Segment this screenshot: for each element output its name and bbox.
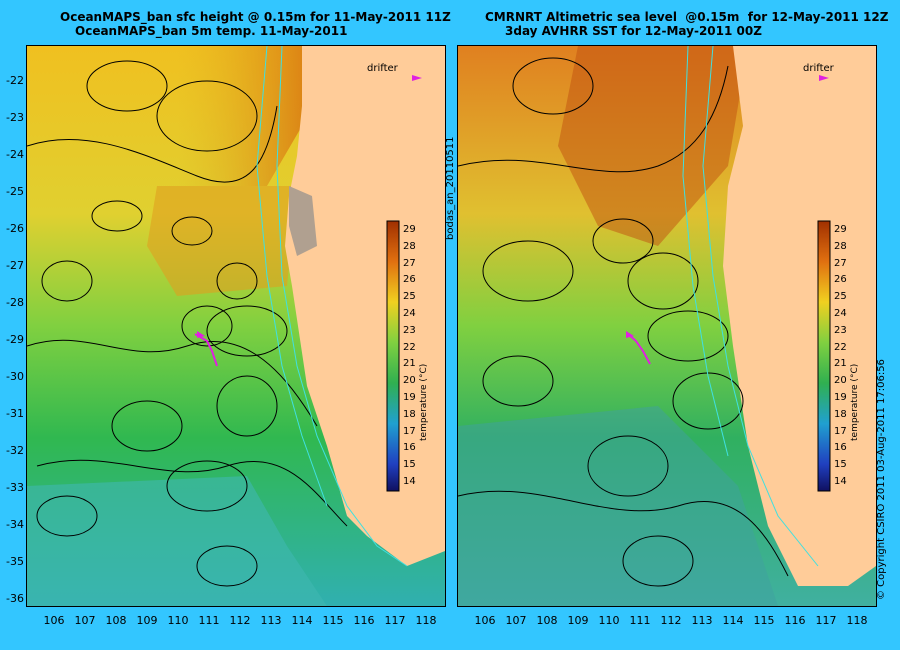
left-colorbar-ticks: 29 28 27 26 25 24 23 22 21 20 19 18 17 16 15 14 <box>403 224 416 487</box>
x-tick-label: 107 <box>74 614 96 627</box>
left-title-line2: OceanMAPS_ban 5m temp. 11-May-2011 <box>75 24 348 38</box>
y-tick-label: -25 <box>6 185 24 198</box>
x-tick-label: 117 <box>815 614 837 627</box>
y-tick-label: -29 <box>6 333 24 346</box>
x-tick-label: 106 <box>43 614 65 627</box>
x-tick-label: 117 <box>384 614 406 627</box>
x-tick-label: 109 <box>136 614 158 627</box>
x-tick-label: 111 <box>198 614 220 627</box>
x-tick-label: 114 <box>291 614 313 627</box>
right-colorbar-ticks: 29 28 27 26 25 24 23 22 21 20 19 18 17 16 15 14 <box>834 224 847 487</box>
x-tick-label: 111 <box>629 614 651 627</box>
warm-water-region <box>558 46 748 246</box>
sea-level-contours <box>27 60 348 587</box>
australia-land <box>723 46 876 586</box>
y-tick-label: -23 <box>6 111 24 124</box>
cool-water-region <box>458 406 778 606</box>
drifter-legend-icon <box>819 75 829 81</box>
y-tick-label: -32 <box>6 444 24 457</box>
x-tick-label: 114 <box>722 614 744 627</box>
middle-vertical-label: bodas_an_20110511 <box>445 136 456 240</box>
y-tick-label: -34 <box>6 518 24 531</box>
x-tick-label: 118 <box>846 614 868 627</box>
left-map-svg: drifter <box>27 46 445 606</box>
left-colorbar <box>386 220 400 492</box>
right-map-panel: drifter 29 28 27 26 25 24 23 22 21 20 19 18 1 <box>457 45 877 607</box>
shark-bay-land <box>289 186 317 256</box>
y-tick-label: -24 <box>6 148 24 161</box>
x-tick-label: 113 <box>260 614 282 627</box>
y-tick-label: -31 <box>6 407 24 420</box>
right-title-line2: 3day AVHRR SST for 12-May-2011 00Z <box>505 24 762 38</box>
copyright-vertical-label: © Copyright CSIRO 2011 03-Aug-2011 17:06… <box>876 359 887 600</box>
y-tick-label: -22 <box>6 74 24 87</box>
bathymetry-lines <box>256 46 408 567</box>
y-tick-label: -30 <box>6 370 24 383</box>
left-colorbar-title: temperature (°C) <box>419 363 429 441</box>
bathymetry-lines <box>682 46 819 567</box>
right-colorbar <box>817 220 831 492</box>
x-tick-label: 115 <box>753 614 775 627</box>
drifter-legend-label: drifter <box>367 63 399 74</box>
y-tick-label: -26 <box>6 222 24 235</box>
x-tick-label: 108 <box>105 614 127 627</box>
y-tick-label: -28 <box>6 296 24 309</box>
y-tick-label: -33 <box>6 481 24 494</box>
right-title-line1: CMRNRT Altimetric sea level @0.15m for 1… <box>485 10 889 24</box>
y-tick-label: -36 <box>6 592 24 605</box>
x-tick-label: 112 <box>229 614 251 627</box>
x-tick-label: 118 <box>415 614 437 627</box>
x-tick-label: 116 <box>784 614 806 627</box>
right-colorbar-title: temperature (°C) <box>850 363 860 441</box>
y-tick-label: -35 <box>6 555 24 568</box>
x-tick-label: 116 <box>353 614 375 627</box>
y-tick-label: -27 <box>6 259 24 272</box>
x-tick-label: 110 <box>167 614 189 627</box>
x-tick-label: 106 <box>474 614 496 627</box>
x-tick-label: 109 <box>567 614 589 627</box>
drifter-track <box>626 331 651 365</box>
x-tick-label: 110 <box>598 614 620 627</box>
drifter-legend-icon <box>412 75 422 81</box>
x-tick-label: 115 <box>322 614 344 627</box>
sea-level-contours <box>458 57 789 587</box>
x-tick-label: 107 <box>505 614 527 627</box>
right-map-svg: drifter <box>458 46 876 606</box>
warm-water-region <box>147 186 297 296</box>
left-title-line1: OceanMAPS_ban sfc height @ 0.15m for 11-… <box>60 10 451 24</box>
drifter-track <box>194 331 218 367</box>
left-map-panel: drifter 29 28 27 26 25 24 23 22 21 20 19 18 <box>26 45 446 607</box>
x-tick-label: 112 <box>660 614 682 627</box>
x-tick-label: 113 <box>691 614 713 627</box>
drifter-legend-label: drifter <box>803 63 835 74</box>
australia-land <box>285 46 445 566</box>
x-tick-label: 108 <box>536 614 558 627</box>
cool-water-region <box>27 476 327 606</box>
